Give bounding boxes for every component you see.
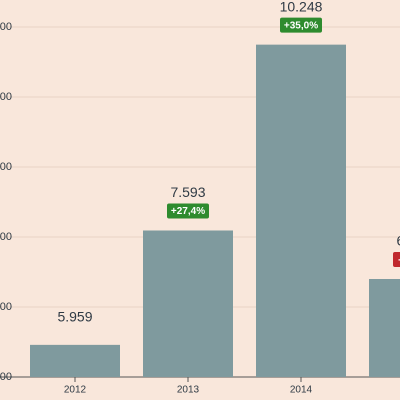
bar — [30, 344, 120, 377]
x-tick-label: 2012 — [64, 385, 87, 396]
y-tick-label: 9.500 — [0, 91, 12, 103]
x-tick-label: 2013 — [177, 385, 200, 396]
y-tick-label: 5.500 — [0, 371, 12, 383]
y-tick-label: 8.500 — [0, 161, 12, 173]
change-badge — [167, 203, 209, 219]
value-label: 5.959 — [57, 309, 92, 325]
value-label: 7.593 — [170, 184, 205, 200]
x-tick-label: 2014 — [290, 385, 313, 396]
change-label: -32,7% — [398, 255, 400, 266]
y-tick-label: 6.500 — [0, 301, 12, 313]
y-tick-label: 10.500 — [0, 21, 12, 33]
change-badge — [280, 17, 322, 33]
change-label: +35,0% — [284, 20, 318, 31]
y-tick-label: 7.500 — [0, 231, 12, 243]
bar — [369, 279, 400, 377]
value-label: 10.248 — [280, 0, 323, 14]
value-label: 6.900 — [396, 233, 400, 249]
bar — [143, 230, 233, 377]
change-badge — [393, 252, 400, 267]
bar — [256, 44, 346, 377]
change-label: +27,4% — [171, 206, 205, 217]
